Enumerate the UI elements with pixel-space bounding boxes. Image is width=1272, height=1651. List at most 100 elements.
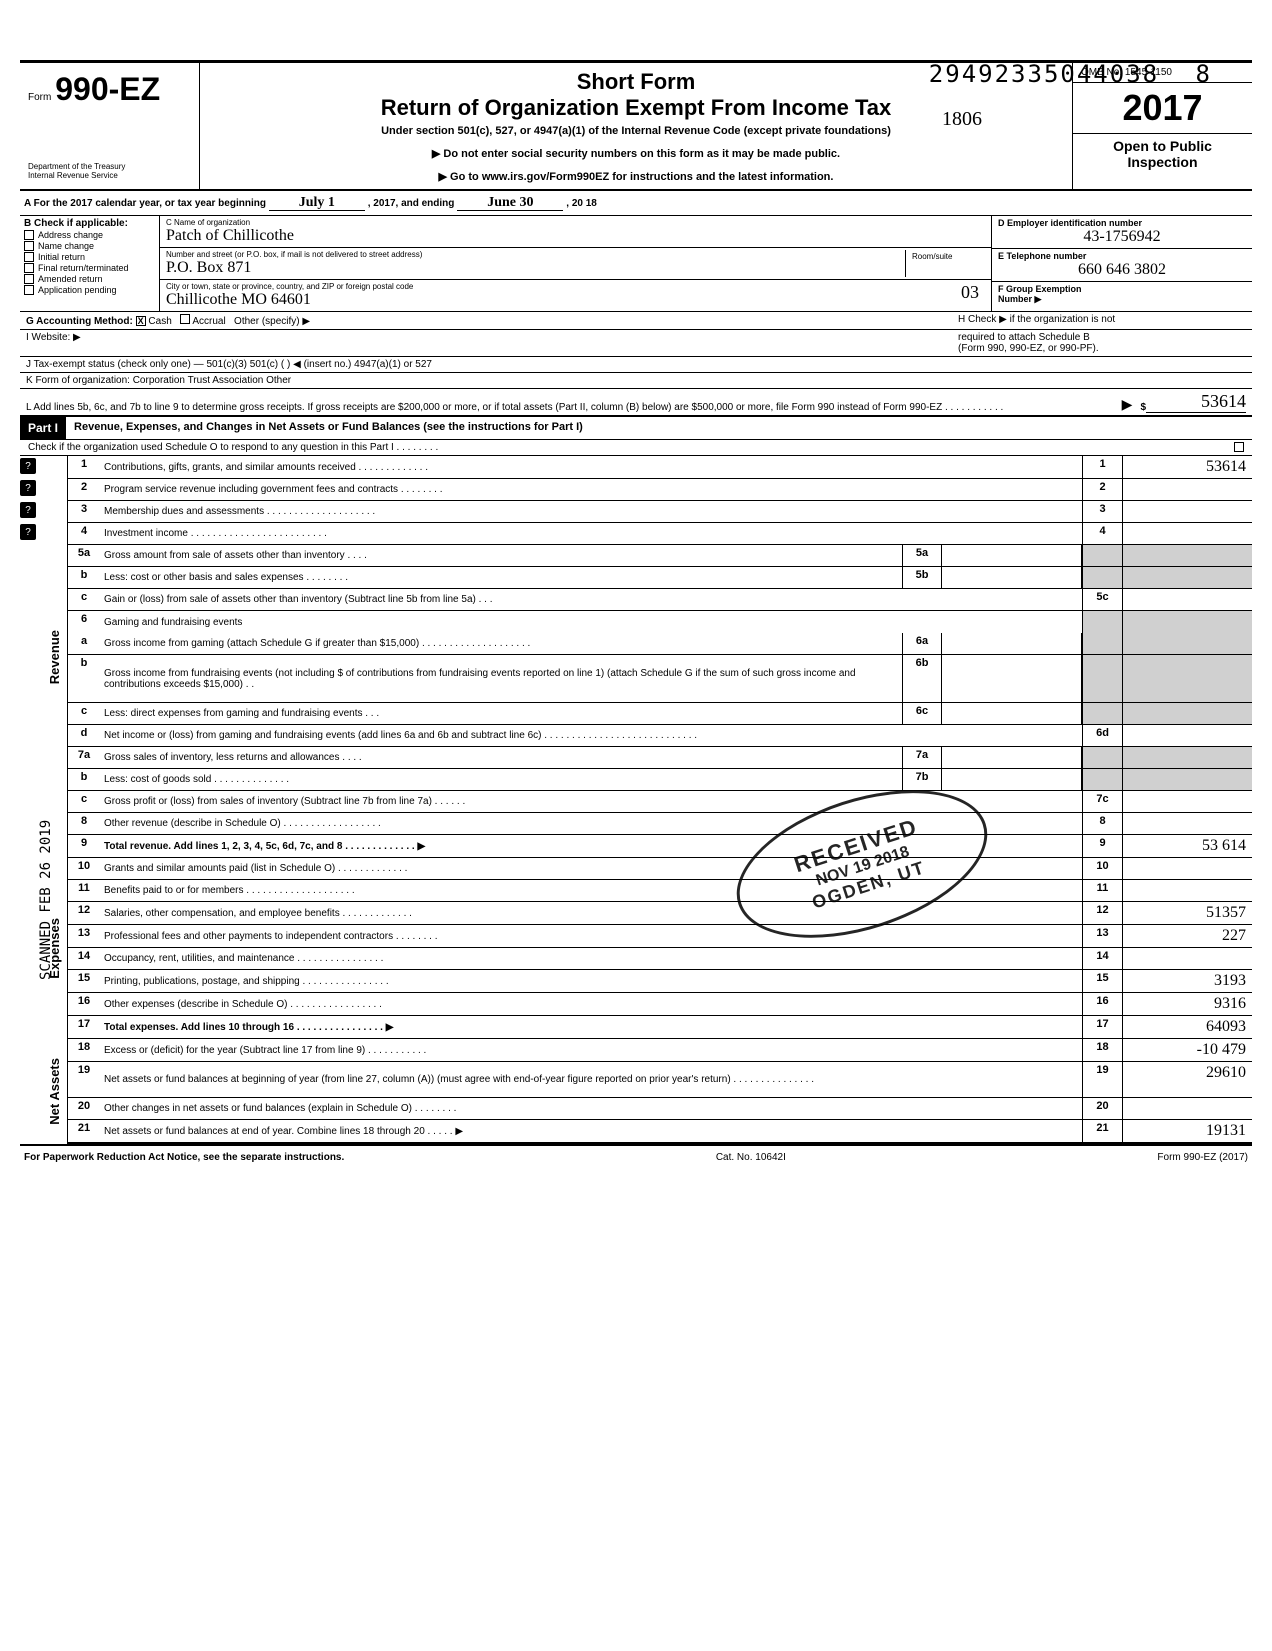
- handwritten-code: 1806: [942, 108, 982, 131]
- net-assets-lines: 18Excess or (deficit) for the year (Subt…: [68, 1039, 1252, 1144]
- phone-value: 660 646 3802: [998, 261, 1246, 279]
- col-de: D Employer identification number 43-1756…: [992, 216, 1252, 311]
- line-17: 17Total expenses. Add lines 10 through 1…: [68, 1016, 1252, 1039]
- footer-right: Form 990-EZ (2017): [1157, 1152, 1248, 1163]
- help-icon[interactable]: ?: [20, 524, 36, 540]
- checkbox-icon[interactable]: [24, 230, 34, 240]
- line-7c: cGross profit or (loss) from sales of in…: [68, 791, 1252, 813]
- row-a-mid: , 2017, and ending: [368, 198, 455, 209]
- group-exemption-row: F Group Exemption Number ▶: [992, 282, 1252, 310]
- row-a-tax-year: A For the 2017 calendar year, or tax yea…: [20, 191, 1252, 216]
- line-5b: bLess: cost or other basis and sales exp…: [68, 567, 1252, 589]
- city-label: City or town, state or province, country…: [166, 282, 961, 291]
- checkbox-icon[interactable]: [24, 241, 34, 251]
- checkbox-accrual[interactable]: [180, 314, 190, 324]
- form-990ez-label: Form 990-EZ: [28, 71, 191, 108]
- line-13: 13Professional fees and other payments t…: [68, 925, 1252, 948]
- form-word: Form: [28, 92, 51, 103]
- col-b-checkboxes: B Check if applicable: Address change Na…: [20, 216, 160, 311]
- col-c-name-address: C Name of organization Patch of Chillico…: [160, 216, 992, 311]
- help-icon[interactable]: ?: [20, 502, 36, 518]
- col-b-header: B Check if applicable:: [24, 218, 155, 229]
- line-3: 3Membership dues and assessments . . . .…: [68, 501, 1252, 523]
- org-name-row: C Name of organization Patch of Chillico…: [160, 216, 991, 248]
- help-icon[interactable]: ?: [20, 480, 36, 496]
- main-title: Return of Organization Exempt From Incom…: [220, 95, 1052, 121]
- group-ex-label2: Number ▶: [998, 294, 1246, 305]
- line-11: 11Benefits paid to or for members . . . …: [68, 880, 1252, 902]
- net-assets-side-label: Net Assets: [42, 1039, 68, 1144]
- checkbox-cash[interactable]: X: [136, 316, 146, 326]
- part-i-header: Part I: [20, 417, 66, 439]
- checkbox-icon[interactable]: [24, 263, 34, 273]
- org-name-value: Patch of Chillicothe: [166, 227, 985, 245]
- row-a-label-text: A For the 2017 calendar year, or tax yea…: [24, 198, 266, 209]
- ein-label: D Employer identification number: [998, 218, 1246, 228]
- address-label: Number and street (or P.O. box, if mail …: [166, 250, 905, 259]
- part-i-title: Revenue, Expenses, and Changes in Net As…: [66, 417, 1252, 439]
- sched-b-line2: (Form 990, 990-EZ, or 990-PF).: [958, 343, 1099, 354]
- line-12: 12Salaries, other compensation, and empl…: [68, 902, 1252, 925]
- form-number-cell: Form 990-EZ Department of the Treasury I…: [20, 63, 200, 189]
- row-l-text: L Add lines 5b, 6c, and 7b to line 9 to …: [26, 402, 1114, 413]
- row-a-label: A For the 2017 calendar year, or tax yea…: [20, 191, 1252, 215]
- row-j-tax-exempt: J Tax-exempt status (check only one) — 5…: [20, 357, 1252, 373]
- chk-application-pending: Application pending: [24, 285, 155, 295]
- city-value: Chillicothe MO 64601: [166, 291, 961, 309]
- row-i: I Website: ▶ required to attach Schedule…: [20, 330, 1252, 357]
- part-i-check-line: Check if the organization used Schedule …: [20, 440, 1252, 456]
- row-l-gross-receipts: L Add lines 5b, 6c, and 7b to line 9 to …: [20, 389, 1252, 417]
- h-check: H Check ▶ if the organization is not: [952, 312, 1252, 329]
- revenue-side-label: Revenue: [42, 456, 68, 858]
- revenue-label-text: Revenue: [47, 630, 62, 684]
- sched-b-line1: required to attach Schedule B: [958, 332, 1090, 343]
- other-label: Other (specify) ▶: [234, 316, 310, 327]
- chk-label: Amended return: [38, 274, 103, 284]
- revenue-section: Revenue 1Contributions, gifts, grants, a…: [42, 456, 1252, 1144]
- checkbox-icon[interactable]: [24, 285, 34, 295]
- part-i-body: ? ? ? ? Revenue 1Contributions, gifts, g…: [20, 456, 1252, 1144]
- phone-row: E Telephone number 660 646 3802: [992, 249, 1252, 282]
- row-k-form-of-org: K Form of organization: Corporation Trus…: [20, 373, 1252, 389]
- scanned-stamp: SCANNED FEB 26 2019: [38, 820, 54, 980]
- chk-label: Name change: [38, 241, 94, 251]
- subtitle: Under section 501(c), 527, or 4947(a)(1)…: [220, 125, 1052, 137]
- address-row: Number and street (or P.O. box, if mail …: [160, 248, 991, 280]
- chk-label: Initial return: [38, 252, 85, 262]
- room-suite-label: Room/suite: [905, 250, 985, 277]
- checkbox-schedule-o[interactable]: [1234, 442, 1244, 452]
- form-page: 29492335044038 8 1806 Form 990-EZ Depart…: [20, 60, 1252, 1169]
- open-public-line2: Inspection: [1077, 154, 1248, 170]
- accounting-method: G Accounting Method: X Cash Accrual Othe…: [20, 312, 952, 329]
- revenue-lines: 1Contributions, gifts, grants, and simil…: [68, 456, 1252, 858]
- accrual-label: Accrual: [192, 316, 225, 327]
- chk-initial-return: Initial return: [24, 252, 155, 262]
- line-16: 16Other expenses (describe in Schedule O…: [68, 993, 1252, 1016]
- checkbox-icon[interactable]: [24, 252, 34, 262]
- org-name-label: C Name of organization: [166, 218, 985, 227]
- dln-main: 29492335044038: [929, 60, 1159, 88]
- line-14: 14Occupancy, rent, utilities, and mainte…: [68, 948, 1252, 970]
- address-value: P.O. Box 871: [166, 259, 905, 277]
- instruction-2: ▶ Go to www.irs.gov/Form990EZ for instru…: [220, 170, 1052, 183]
- footer-center: Cat. No. 10642I: [716, 1152, 786, 1163]
- main-info-grid: B Check if applicable: Address change Na…: [20, 216, 1252, 312]
- year-begin: July 1: [269, 195, 365, 211]
- chk-label: Final return/terminated: [38, 263, 129, 273]
- schedule-b-note: required to attach Schedule B (Form 990,…: [952, 330, 1252, 356]
- tax-year: 20201717: [1073, 83, 1252, 134]
- line-15: 15Printing, publications, postage, and s…: [68, 970, 1252, 993]
- page-footer: For Paperwork Reduction Act Notice, see …: [20, 1144, 1252, 1169]
- line-18: 18Excess or (deficit) for the year (Subt…: [68, 1039, 1252, 1062]
- short-form-label: Short Form: [220, 69, 1052, 95]
- instruction-1: ▶ Do not enter social security numbers o…: [220, 147, 1052, 160]
- line-7b: bLess: cost of goods sold . . . . . . . …: [68, 769, 1252, 791]
- checkbox-icon[interactable]: [24, 274, 34, 284]
- line-6d: dNet income or (loss) from gaming and fu…: [68, 725, 1252, 747]
- footer-left: For Paperwork Reduction Act Notice, see …: [24, 1152, 344, 1163]
- netassets-label-text: Net Assets: [47, 1058, 62, 1125]
- row-g-h: G Accounting Method: X Cash Accrual Othe…: [20, 312, 1252, 330]
- line-6c: cLess: direct expenses from gaming and f…: [68, 703, 1252, 725]
- help-icon[interactable]: ?: [20, 458, 36, 474]
- open-public: Open to Public Inspection: [1073, 134, 1252, 174]
